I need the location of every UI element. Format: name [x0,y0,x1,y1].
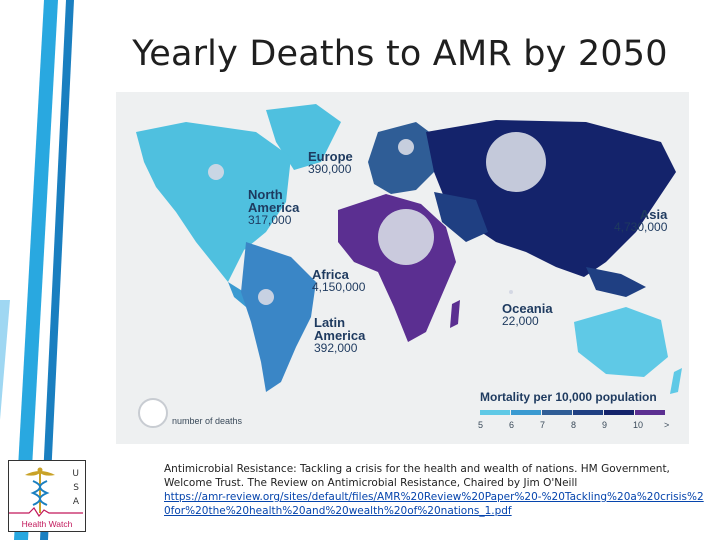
region-deaths: 4,150,000 [312,280,366,294]
oceania-shape [574,307,668,377]
middle-east-shape [434,192,488,242]
region-name: Europe [308,149,353,164]
region-label-asia: Asia 4,730,000 [614,208,667,233]
mortality-legend-segment [635,410,665,415]
southeast-asia-shape [586,267,646,297]
mortality-legend-tick: 6 [509,420,515,430]
region-deaths: 22,000 [502,314,539,328]
logo-letter-a: A [72,497,79,507]
mortality-legend-tick: 5 [478,420,484,430]
mortality-legend-tick: 7 [540,420,546,430]
region-name: Asia [639,207,668,222]
madagascar-shape [450,300,460,328]
region-label-latin-america: Latin America 392,000 [314,316,365,354]
region-deaths: 4,730,000 [614,220,668,234]
oceania-bubble [509,290,513,294]
caduceus-icon [25,467,55,513]
mortality-legend-tick: 10 [633,420,644,430]
region-name: North America [248,187,300,215]
world-map-graphic [136,104,682,394]
logo-letter-s: S [73,483,79,493]
north-america-shape [136,122,291,282]
region-label-north-america: North America 317,000 [248,188,299,226]
mortality-legend-segment [480,410,510,415]
stripe-graphic [0,0,74,540]
logo-letter-u: U [72,469,79,479]
mortality-legend-title: Mortality per 10,000 population [480,390,657,404]
region-deaths: 390,000 [308,162,352,176]
north-america-bubble [208,164,224,180]
world-map: Europe 390,000 North America 317,000 Asia… [116,92,689,444]
citation: Antimicrobial Resistance: Tackling a cri… [164,462,704,518]
region-name: Oceania [502,301,553,316]
new-zealand-shape [670,368,682,394]
europe-shape [368,122,436,194]
logo-caption: Health Watch [21,519,73,529]
region-name: Latin America [314,315,366,343]
mortality-legend-segment [542,410,572,415]
mortality-legend-segment [573,410,603,415]
mortality-legend-segment [604,410,634,415]
region-label-europe: Europe 390,000 [308,150,353,175]
heartbeat-icon [9,507,83,517]
region-deaths: 392,000 [314,341,358,355]
region-label-oceania: Oceania 22,000 [502,302,553,327]
slide-title: Yearly Deaths to AMR by 2050 [132,34,668,74]
europe-bubble [398,139,414,155]
asia-bubble [486,132,546,192]
mortality-legend-tick: > [664,420,670,430]
citation-text: Antimicrobial Resistance: Tackling a cri… [164,463,670,489]
mortality-legend-tick: 8 [571,420,577,430]
mortality-legend-tick: 9 [602,420,608,430]
usa-health-watch-logo: U S A Health Watch [8,460,86,532]
region-deaths: 317,000 [248,213,292,227]
bubble-size-legend-icon [138,398,168,428]
latin-america-shape [241,242,316,392]
citation-link[interactable]: https://amr-review.org/sites/default/fil… [164,491,704,517]
bubble-size-legend-label: number of deaths [172,416,243,426]
region-label-africa: Africa 4,150,000 [312,268,365,293]
region-name: Africa [312,267,349,282]
africa-bubble [378,209,434,265]
mortality-legend-segment [511,410,541,415]
latin-america-bubble [258,289,274,305]
